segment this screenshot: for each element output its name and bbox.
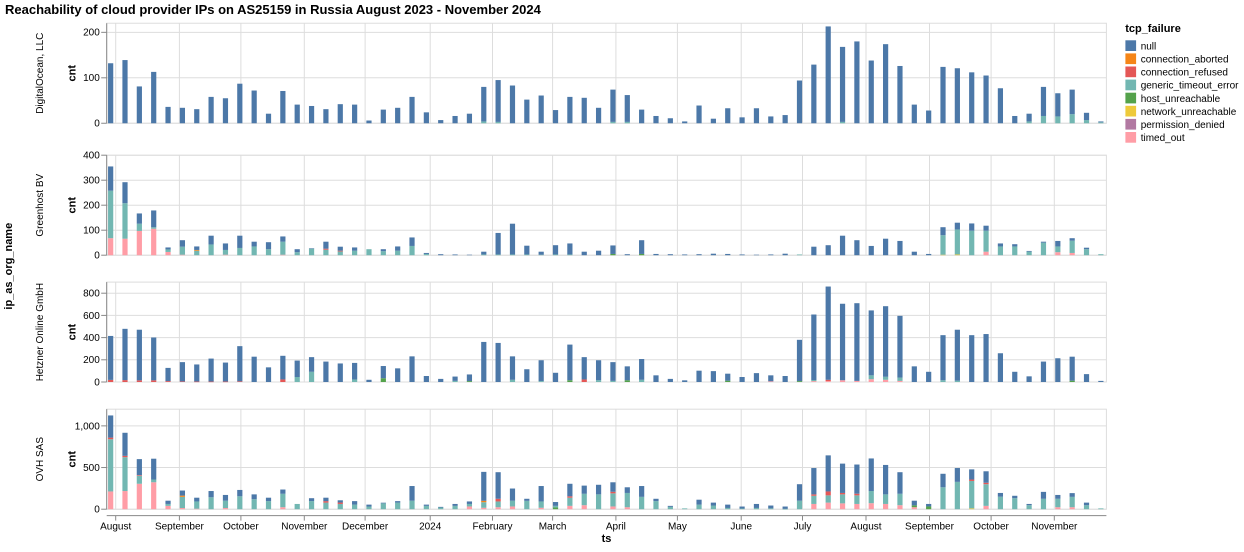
svg-text:network_unreachable: network_unreachable xyxy=(1141,107,1237,118)
svg-text:February: February xyxy=(472,522,512,533)
svg-text:1,000: 1,000 xyxy=(75,421,100,432)
svg-text:timed_out: timed_out xyxy=(1141,133,1185,144)
svg-text:August: August xyxy=(850,522,881,533)
svg-text:September: September xyxy=(905,522,955,533)
svg-text:0: 0 xyxy=(94,505,100,516)
svg-text:cnt: cnt xyxy=(66,451,78,468)
svg-text:Hetzner Online GmbH: Hetzner Online GmbH xyxy=(35,283,46,381)
svg-text:December: December xyxy=(342,522,389,533)
svg-text:null: null xyxy=(1141,41,1157,52)
svg-text:November: November xyxy=(1031,522,1078,533)
svg-text:August: August xyxy=(100,522,131,533)
svg-text:permission_denied: permission_denied xyxy=(1141,120,1225,131)
svg-text:connection_aborted: connection_aborted xyxy=(1141,55,1229,66)
svg-text:100: 100 xyxy=(83,73,100,84)
svg-text:200: 200 xyxy=(83,355,100,366)
svg-text:600: 600 xyxy=(83,311,100,322)
svg-text:Greenhost BV: Greenhost BV xyxy=(35,173,46,236)
svg-text:0: 0 xyxy=(94,377,100,388)
svg-text:connection_refused: connection_refused xyxy=(1141,68,1228,79)
svg-text:300: 300 xyxy=(83,176,100,187)
svg-text:0: 0 xyxy=(94,251,100,262)
svg-text:800: 800 xyxy=(83,289,100,300)
svg-text:November: November xyxy=(281,522,328,533)
svg-text:ip_as_org_name: ip_as_org_name xyxy=(3,223,15,310)
svg-text:2024: 2024 xyxy=(419,522,442,533)
svg-text:200: 200 xyxy=(83,28,100,39)
svg-text:cnt: cnt xyxy=(66,324,78,341)
svg-text:cnt: cnt xyxy=(66,65,78,82)
svg-text:April: April xyxy=(606,522,626,533)
svg-text:October: October xyxy=(973,522,1009,533)
svg-text:generic_timeout_error: generic_timeout_error xyxy=(1141,81,1239,92)
svg-text:June: June xyxy=(730,522,752,533)
svg-text:OVH SAS: OVH SAS xyxy=(35,437,46,482)
svg-text:500: 500 xyxy=(83,463,100,474)
svg-text:200: 200 xyxy=(83,201,100,212)
svg-text:October: October xyxy=(223,522,259,533)
svg-text:July: July xyxy=(794,522,812,533)
svg-text:May: May xyxy=(668,522,687,533)
svg-text:400: 400 xyxy=(83,333,100,344)
svg-text:400: 400 xyxy=(83,151,100,162)
svg-text:0: 0 xyxy=(94,119,100,130)
svg-text:100: 100 xyxy=(83,226,100,237)
svg-text:tcp_failure: tcp_failure xyxy=(1125,23,1181,35)
svg-text:host_unreachable: host_unreachable xyxy=(1141,94,1221,105)
svg-text:Reachability of cloud provider: Reachability of cloud provider IPs on AS… xyxy=(5,2,542,17)
svg-text:DigitalOcean, LLC: DigitalOcean, LLC xyxy=(35,33,46,114)
svg-text:cnt: cnt xyxy=(66,197,78,214)
svg-text:ts: ts xyxy=(602,533,612,545)
svg-text:March: March xyxy=(539,522,567,533)
svg-text:September: September xyxy=(155,522,205,533)
